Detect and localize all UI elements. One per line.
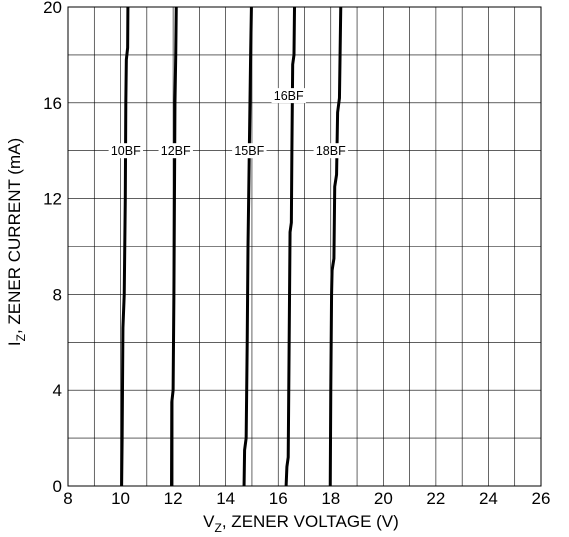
y-tick-label: 0 [53, 477, 62, 496]
curve-labels: 10BF 12BF 15BF 16BF 18BF [108, 88, 348, 159]
curve-label-background [108, 143, 144, 159]
curve-label-background [232, 143, 267, 159]
series-line-10bf [120, 6, 130, 487]
y-tick-label: 20 [43, 0, 62, 17]
curve-label-15bf: 15BF [234, 144, 264, 158]
y-tick-label: 12 [43, 190, 62, 209]
x-axis-title: VZ, ZENER VOLTAGE (V) [203, 512, 399, 535]
x-tick-label: 24 [479, 489, 498, 508]
x-tick-label: 26 [532, 489, 551, 508]
curve-label-10bf: 10BF [111, 144, 141, 158]
y-axis-title: IZ, ZENER CURRENT (mA) [5, 138, 28, 346]
x-tick-label: 20 [374, 489, 393, 508]
curve-label-18bf: 18BF [316, 144, 346, 158]
series-line-18bf [328, 6, 343, 487]
curve-label-background [271, 88, 306, 104]
x-tick-label: 8 [63, 489, 72, 508]
y-tick-label: 4 [53, 381, 62, 400]
x-tick-label: 12 [164, 489, 183, 508]
series-line-16bf [284, 6, 297, 487]
series-line-12bf [170, 6, 178, 487]
x-tick-label: 22 [426, 489, 445, 508]
x-tick-label: 10 [111, 489, 130, 508]
x-tick-label: 16 [269, 489, 288, 508]
x-tick-labels: 8 10 12 14 16 18 20 22 24 26 [63, 489, 550, 508]
series-line-15bf [242, 6, 253, 487]
curve-label-background [313, 143, 348, 159]
y-tick-label: 16 [43, 94, 62, 113]
curves [120, 6, 343, 487]
y-tick-label: 8 [53, 285, 62, 304]
x-tick-label: 14 [216, 489, 235, 508]
curve-label-12bf: 12BF [161, 144, 191, 158]
y-tick-labels: 0 4 8 12 16 20 [43, 0, 62, 496]
curve-label-background [158, 143, 193, 159]
plot-frame [67, 6, 542, 487]
curve-label-16bf: 16BF [274, 89, 304, 103]
x-tick-label: 18 [321, 489, 340, 508]
